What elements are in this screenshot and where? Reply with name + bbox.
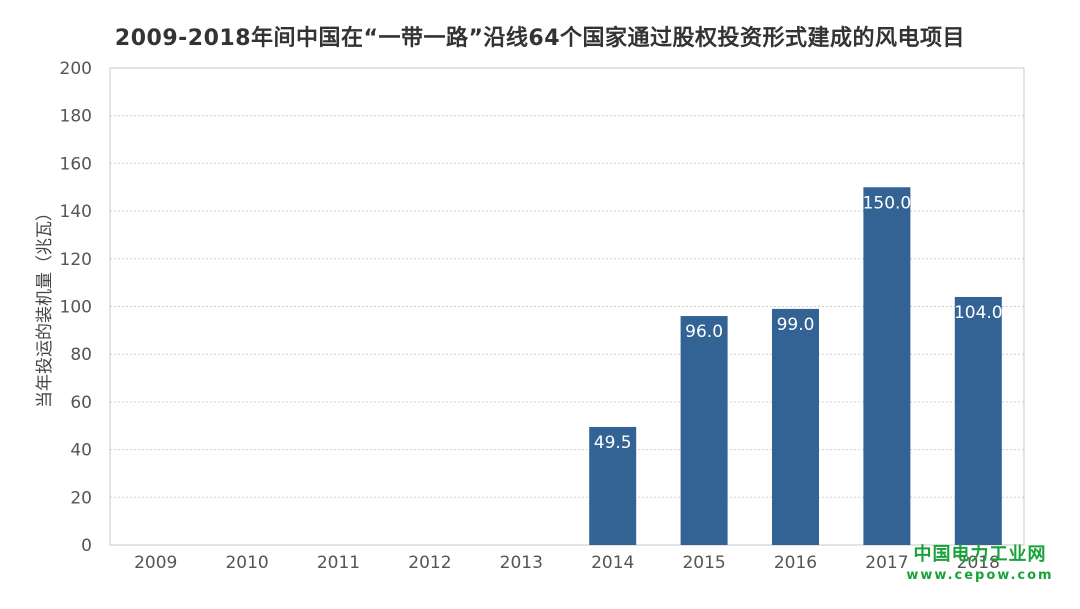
x-tick-label: 2018 [957, 553, 1000, 573]
y-tick-label: 40 [70, 441, 92, 461]
bar [589, 426, 637, 545]
watermark-line2: www.cepow.com [906, 568, 1054, 583]
bar [680, 316, 728, 545]
y-tick-label: 180 [60, 107, 92, 127]
y-tick-label: 20 [70, 488, 92, 508]
bars: 49.5 96.0 99.0 150.0 104.0 [589, 187, 1003, 545]
bar-data-label: 99.0 [777, 315, 815, 335]
x-tick-label: 2010 [225, 553, 268, 573]
y-tick-label: 100 [60, 298, 92, 318]
x-tick-label: 2014 [591, 553, 634, 573]
x-tick-label: 2016 [774, 553, 817, 573]
y-axis-label: 当年投运的装机量（兆瓦） [35, 204, 55, 408]
y-tick-label: 140 [60, 202, 92, 222]
watermark-line1: 中国电力工业网 [913, 544, 1047, 565]
bar-data-label: 104.0 [954, 303, 1003, 323]
x-tick-label: 2013 [500, 553, 543, 573]
bar-data-label: 150.0 [863, 193, 912, 213]
bar [954, 296, 1002, 545]
y-tick-label: 80 [70, 345, 92, 365]
x-tick-label: 2017 [865, 553, 908, 573]
y-tick-label: 60 [70, 393, 92, 413]
x-axis-ticks: 2009 2010 2011 2012 2013 2014 2015 2016 2017 2018 [134, 553, 1000, 573]
y-axis-ticks: 0 20 40 60 80 100 120 140 160 180 200 [60, 59, 92, 556]
y-tick-label: 200 [60, 59, 92, 79]
chart-title: 2009-2018年间中国在“一带一路”沿线64个国家通过股权投资形式建成的风电… [114, 26, 966, 51]
x-tick-label: 2011 [317, 553, 360, 573]
bar-data-label: 96.0 [685, 322, 723, 342]
y-tick-label: 160 [60, 154, 92, 174]
y-tick-label: 0 [81, 536, 92, 556]
bar [772, 308, 819, 545]
y-tick-label: 120 [60, 250, 92, 270]
bar-data-label: 49.5 [594, 433, 632, 453]
x-tick-label: 2012 [408, 553, 451, 573]
bar [863, 187, 911, 545]
x-tick-label: 2015 [682, 553, 725, 573]
watermark-logo: 中国电力工业网 www.cepow.com [880, 540, 1080, 583]
x-tick-label: 2009 [134, 553, 177, 573]
